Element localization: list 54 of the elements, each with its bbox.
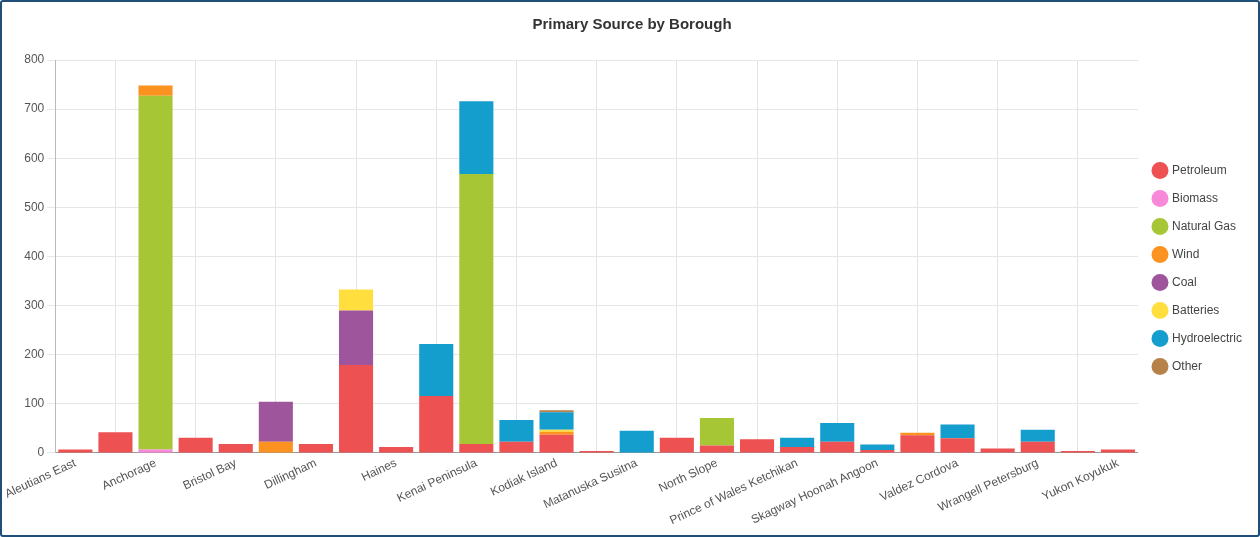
bar	[820, 441, 855, 453]
bar	[459, 101, 494, 174]
bar	[940, 424, 975, 439]
bar	[780, 447, 815, 453]
legend-label: Petroleum	[1171, 162, 1227, 177]
bar	[1020, 441, 1055, 453]
legend-label: Hydroelectric	[1171, 330, 1243, 345]
bar	[820, 422, 855, 442]
bar	[940, 438, 975, 453]
bar	[419, 343, 454, 396]
bar	[539, 412, 574, 430]
bar	[138, 85, 173, 96]
y-tick-label: 400	[24, 248, 45, 263]
bar	[138, 95, 173, 450]
bar	[298, 444, 333, 453]
bar	[419, 395, 454, 453]
legend-label: Other	[1171, 358, 1202, 373]
bar	[1020, 429, 1055, 442]
bar	[780, 437, 815, 448]
y-tick-label: 300	[24, 297, 45, 312]
bar	[178, 437, 213, 453]
legend-label: Batteries	[1171, 302, 1220, 317]
legend-label: Biomass	[1171, 190, 1218, 205]
x-tick-label: North Slope	[656, 455, 720, 495]
bar	[900, 435, 935, 453]
bar	[739, 439, 775, 453]
bar	[459, 444, 494, 453]
legend-label: Wind	[1171, 246, 1200, 261]
bar	[699, 418, 734, 446]
y-tick-label: 800	[24, 52, 45, 67]
bar	[860, 444, 895, 450]
y-tick-label: 600	[24, 150, 45, 165]
y-tick-label: 100	[24, 396, 45, 411]
bar	[499, 441, 534, 453]
y-tick-label: 700	[24, 101, 45, 116]
y-tick-label: 0	[37, 445, 45, 460]
bar	[338, 365, 374, 453]
bar	[338, 310, 374, 366]
bar	[499, 420, 534, 442]
chart-title: Primary Source by Borough	[532, 15, 732, 33]
y-tick-label: 500	[24, 199, 45, 214]
bar	[258, 441, 293, 453]
bar	[619, 430, 654, 453]
bar	[539, 434, 574, 453]
legend-label: Natural Gas	[1171, 218, 1237, 233]
legend-label: Coal	[1171, 274, 1197, 289]
bar	[258, 401, 293, 442]
bar	[459, 173, 494, 445]
bar	[659, 437, 694, 453]
bar	[379, 447, 414, 453]
y-tick-label: 200	[24, 347, 45, 362]
bar	[218, 444, 253, 453]
bar	[338, 289, 374, 311]
bar	[98, 432, 133, 453]
